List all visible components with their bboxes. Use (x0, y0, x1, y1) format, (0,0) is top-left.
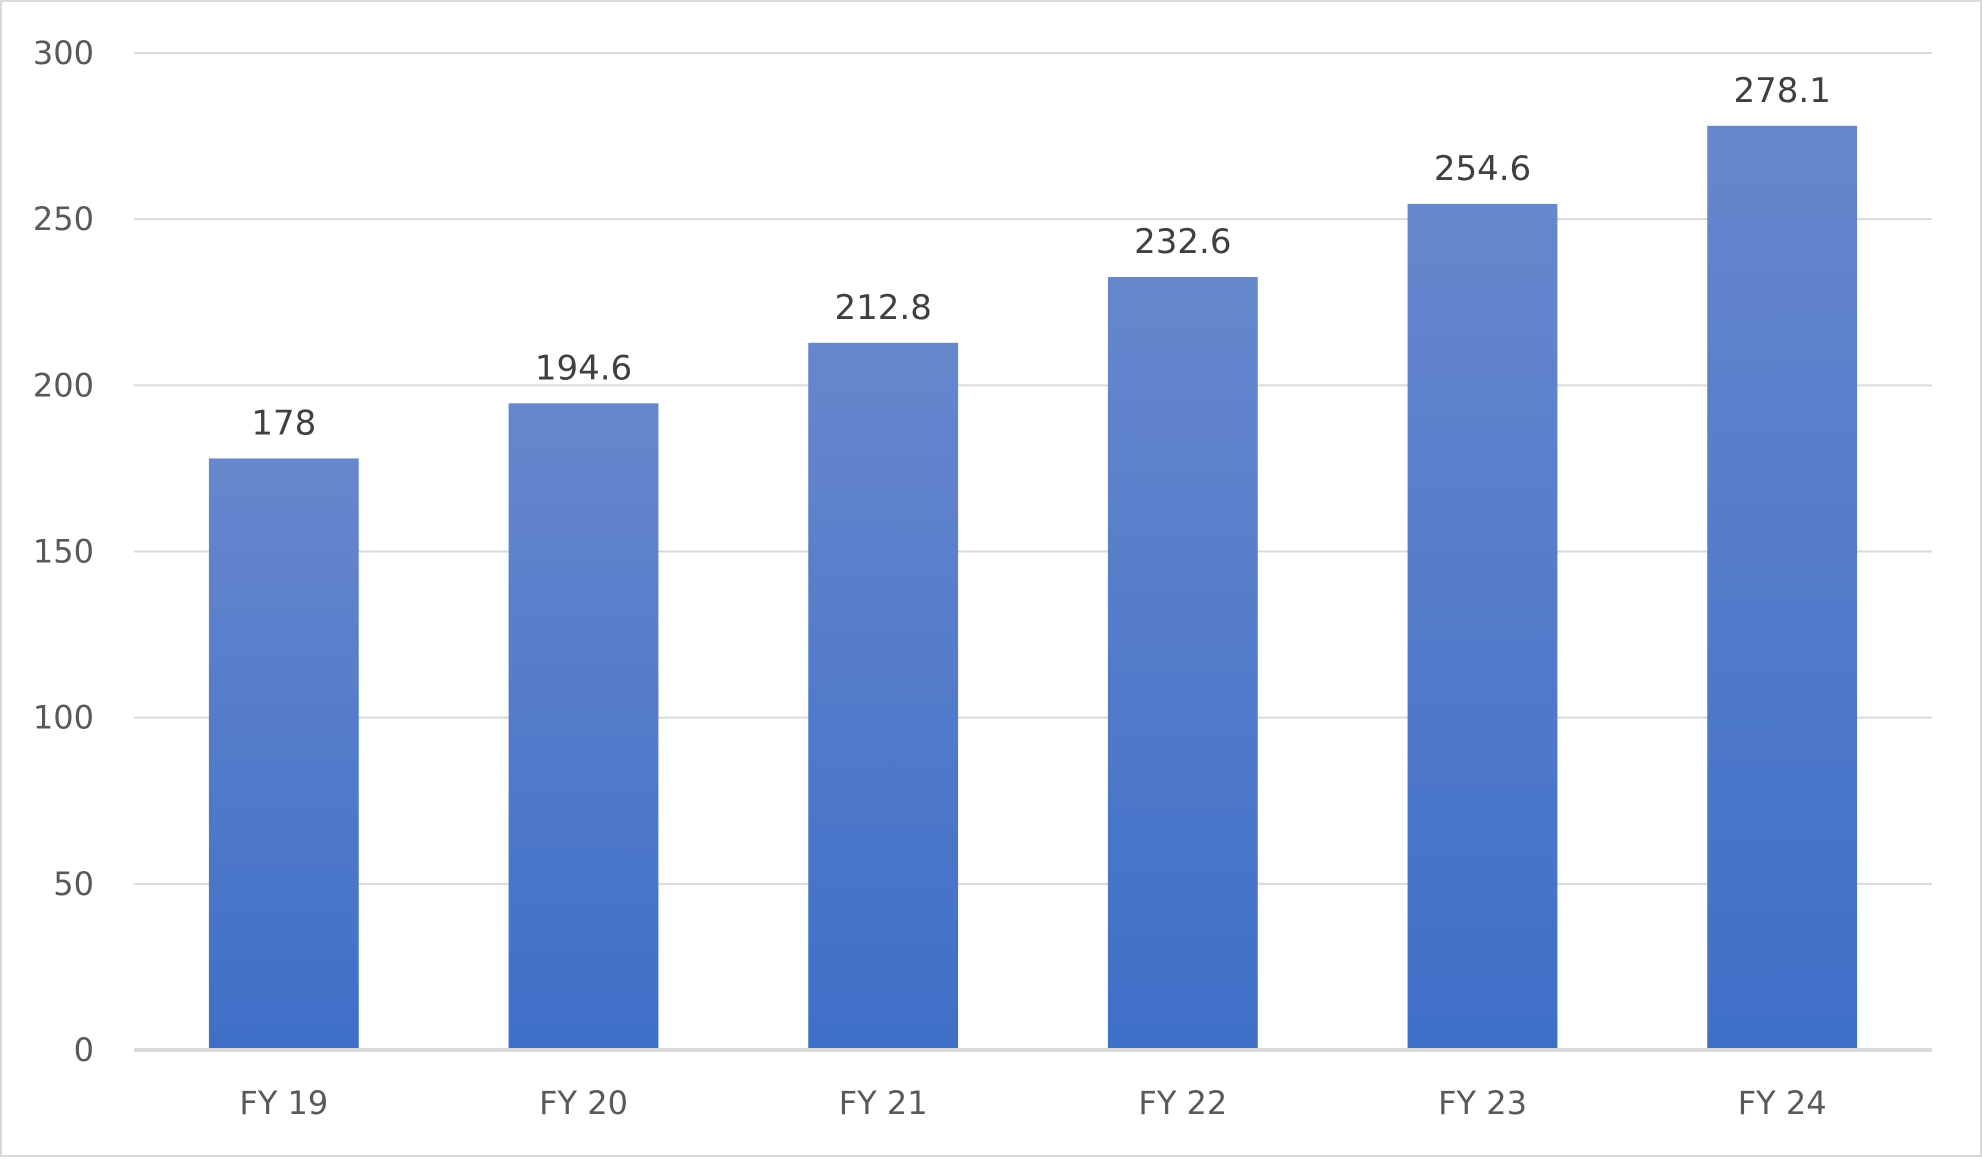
x-tick-label: FY 24 (1738, 1084, 1827, 1122)
y-tick-label: 300 (33, 34, 94, 72)
bar (1707, 125, 1858, 1050)
y-tick-label: 100 (33, 699, 94, 737)
bars (208, 125, 1858, 1051)
data-labels: 178 194.6 212.8 232.6 254.6 278.1 (251, 71, 1830, 444)
gridlines (134, 52, 1932, 885)
bar-value-label: 278.1 (1733, 71, 1830, 111)
bar (1107, 276, 1258, 1050)
bar (1407, 203, 1558, 1050)
x-tick-label: FY 19 (239, 1084, 328, 1122)
y-tick-label: 50 (53, 865, 94, 903)
bar-value-label: 212.8 (834, 288, 931, 328)
y-tick-label: 0 (74, 1031, 94, 1069)
y-tick-label: 150 (33, 533, 94, 571)
y-axis-tick-labels: 0 50 100 150 200 250 300 (33, 34, 94, 1069)
x-tick-label: FY 22 (1138, 1084, 1227, 1122)
bar (808, 342, 959, 1050)
bar-value-label: 178 (251, 403, 316, 443)
x-axis-tick-labels: FY 19 FY 20 FY 21 FY 22 FY 23 FY 24 (239, 1084, 1826, 1122)
x-tick-label: FY 20 (539, 1084, 628, 1122)
x-tick-label: FY 21 (839, 1084, 928, 1122)
bar-value-label: 194.6 (535, 348, 632, 388)
y-tick-label: 250 (33, 200, 94, 238)
x-tick-label: FY 23 (1438, 1084, 1527, 1122)
y-tick-label: 200 (33, 366, 94, 404)
bar (208, 458, 359, 1050)
bar (508, 403, 659, 1051)
bar-value-label: 254.6 (1434, 149, 1531, 189)
bar-value-label: 232.6 (1134, 222, 1231, 262)
